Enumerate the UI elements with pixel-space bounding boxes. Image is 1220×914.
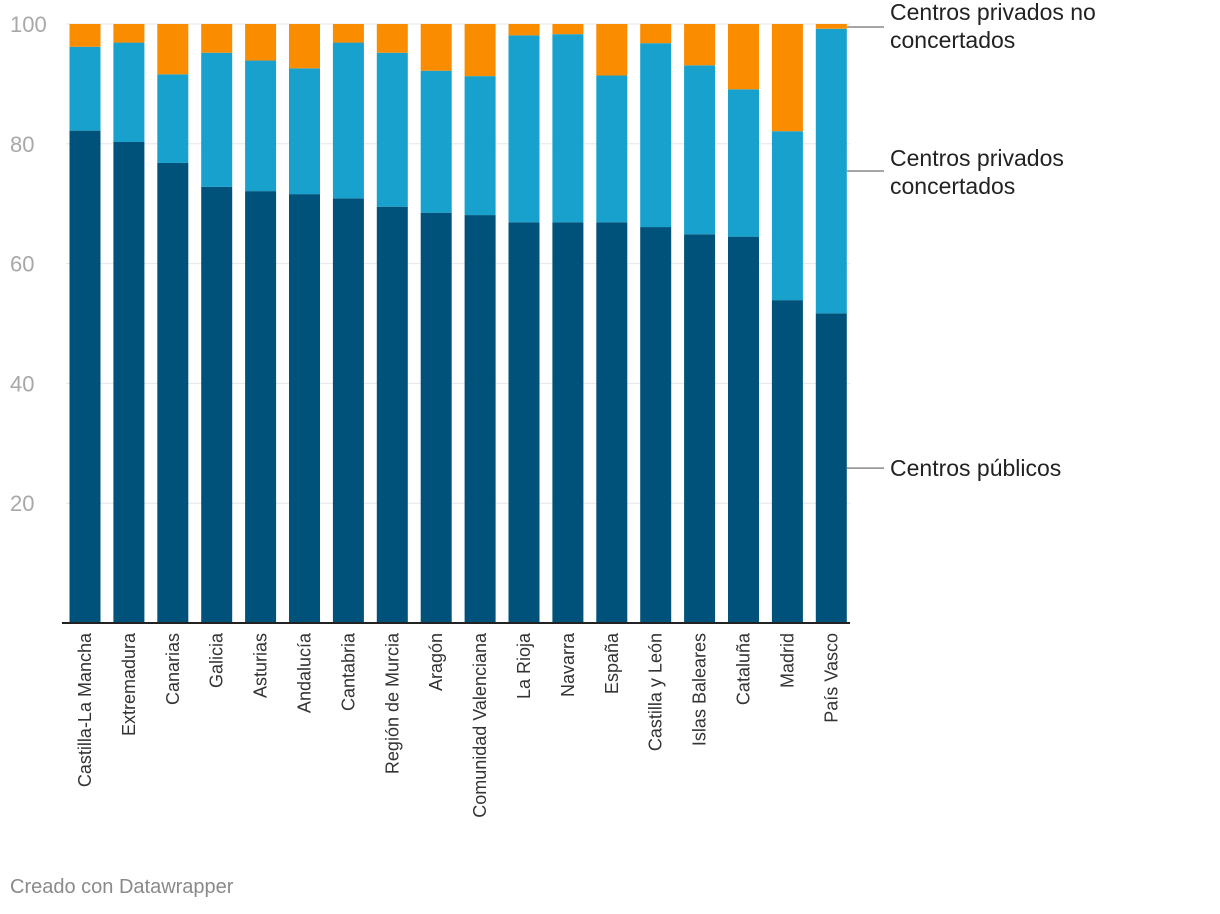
- bar-segment-0-13: [640, 227, 672, 623]
- y-tick-label-40: 40: [10, 371, 34, 396]
- x-tick-label-6: Cantabria: [338, 632, 358, 711]
- bar-segment-0-8: [420, 212, 452, 623]
- bar-segment-1-0: [69, 46, 101, 131]
- footer-credit: Creado con Datawrapper: [10, 876, 234, 898]
- bar-segment-2-3: [201, 24, 233, 53]
- bar-segment-2-8: [420, 24, 452, 71]
- bar-segment-2-13: [640, 24, 672, 44]
- bar-segment-0-0: [69, 130, 101, 623]
- legend-line-concertados-0: Centros privados: [890, 145, 1064, 171]
- bar-segment-2-17: [815, 24, 847, 29]
- y-tick-label-60: 60: [10, 252, 34, 277]
- bar-segment-2-9: [464, 24, 496, 77]
- bar-segment-1-15: [728, 89, 759, 237]
- bar-segment-1-7: [376, 52, 408, 207]
- x-tick-label-2: Canarias: [163, 633, 183, 705]
- bar-segment-0-16: [771, 300, 803, 623]
- x-tick-label-4: Asturias: [251, 633, 271, 698]
- x-tick-label-5: Andalucía: [295, 632, 315, 713]
- bar-segment-0-15: [728, 236, 759, 623]
- bar-segment-0-9: [464, 215, 496, 623]
- x-tick-label-10: La Rioja: [514, 632, 534, 699]
- x-tick-label-9: Comunidad Valenciana: [470, 632, 490, 818]
- legend-line-no_concertados-0: Centros privados no: [890, 0, 1096, 25]
- x-tick-label-15: Cataluña: [734, 632, 754, 705]
- bar-segment-2-2: [157, 24, 189, 75]
- bar-segment-2-14: [684, 24, 716, 66]
- bars: [69, 24, 847, 624]
- legend-label-publicos: Centros públicos: [890, 455, 1061, 481]
- bar-segment-0-6: [332, 198, 364, 623]
- x-tick-label-17: País Vasco: [821, 633, 841, 723]
- bar-segment-1-10: [508, 35, 540, 223]
- bar-segment-1-2: [157, 74, 189, 163]
- y-tick-label-100: 100: [10, 12, 47, 37]
- x-tick-label-3: Galicia: [207, 632, 227, 688]
- bar-segment-0-11: [552, 222, 584, 624]
- x-tick-label-13: Castilla y León: [646, 633, 666, 751]
- bar-segment-1-5: [289, 68, 320, 195]
- bar-segment-0-2: [157, 162, 189, 623]
- bar-segment-2-1: [113, 24, 145, 43]
- bar-segment-2-16: [771, 24, 803, 132]
- bar-segment-0-17: [815, 313, 847, 623]
- y-tick-label-80: 80: [10, 132, 34, 157]
- bar-segment-1-14: [684, 65, 716, 235]
- legend-line-no_concertados-1: concertados: [890, 27, 1015, 53]
- bar-segment-0-5: [289, 194, 320, 623]
- bar-segment-2-15: [728, 24, 759, 90]
- y-tick-label-20: 20: [10, 491, 34, 516]
- bar-segment-1-12: [596, 75, 628, 223]
- bar-segment-1-6: [332, 42, 364, 199]
- bar-segment-0-12: [596, 222, 628, 624]
- bar-segment-0-1: [113, 142, 145, 624]
- x-tick-label-0: Castilla-La Mancha: [75, 632, 95, 787]
- legend-line-concertados-1: concertados: [890, 173, 1015, 199]
- bar-segment-2-4: [245, 24, 277, 61]
- bar-segment-1-1: [113, 42, 145, 143]
- bar-segment-0-4: [245, 191, 277, 623]
- bar-segment-1-11: [552, 34, 584, 223]
- bar-segment-2-6: [332, 24, 364, 43]
- x-tick-label-11: Navarra: [558, 632, 578, 697]
- x-axis-ticks: Castilla-La Mancha Extremadura Canarias Gal…: [75, 632, 841, 818]
- bar-segment-2-0: [69, 24, 101, 47]
- bar-segment-1-17: [815, 28, 847, 314]
- bar-segment-0-3: [201, 186, 233, 624]
- x-tick-label-1: Extremadura: [119, 632, 139, 736]
- bar-segment-1-9: [464, 76, 496, 216]
- x-tick-label-8: Aragón: [426, 633, 446, 691]
- x-tick-label-16: Madrid: [777, 633, 797, 688]
- bar-segment-1-8: [420, 70, 452, 213]
- legend-label-concertados: Centros privados concertados: [890, 145, 1064, 199]
- bar-segment-2-10: [508, 24, 540, 36]
- x-tick-label-14: Islas Baleares: [690, 633, 710, 746]
- y-axis-ticks: 20 40 60 80 100: [10, 12, 47, 516]
- bar-segment-1-4: [245, 60, 277, 192]
- bar-segment-0-7: [376, 206, 408, 623]
- legend-label-no_concertados: Centros privados no concertados: [890, 0, 1096, 53]
- x-tick-label-12: España: [602, 632, 622, 694]
- bar-segment-0-10: [508, 222, 540, 624]
- bar-segment-1-3: [201, 52, 233, 187]
- bar-segment-2-11: [552, 24, 584, 35]
- bar-segment-0-14: [684, 234, 716, 623]
- x-tick-label-7: Región de Murcia: [382, 632, 402, 774]
- bar-segment-2-12: [596, 24, 628, 76]
- bar-segment-1-13: [640, 43, 672, 228]
- gridlines: [66, 23, 850, 504]
- bar-segment-2-7: [376, 24, 408, 53]
- legend-line-publicos-0: Centros públicos: [890, 455, 1061, 481]
- bar-segment-2-5: [289, 24, 320, 69]
- bar-segment-1-16: [771, 131, 803, 301]
